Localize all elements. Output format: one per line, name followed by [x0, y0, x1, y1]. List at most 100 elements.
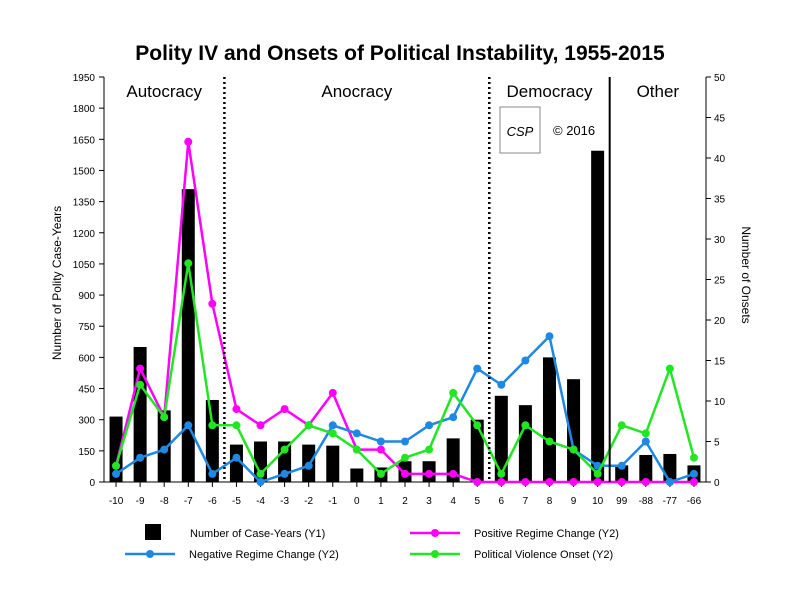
legend-label: Negative Regime Change (Y2) [189, 549, 339, 561]
x-tick-label: -3 [280, 496, 289, 507]
series-point [473, 421, 482, 430]
series-point [569, 478, 578, 486]
x-tick-label: -77 [663, 496, 678, 507]
series-point [617, 478, 626, 486]
series-point [352, 445, 361, 454]
series-point [425, 445, 434, 454]
series-point [641, 429, 650, 438]
x-tick-label: 8 [547, 496, 553, 507]
legend-marker [431, 529, 439, 537]
series-point [665, 364, 674, 373]
x-tick-label: 3 [426, 496, 432, 507]
x-tick-label: 6 [499, 496, 505, 507]
legend-marker [146, 550, 154, 558]
series-point [304, 461, 313, 470]
series-point [521, 356, 530, 365]
series-point [256, 469, 265, 478]
bar [639, 455, 653, 482]
series-point [545, 478, 554, 486]
y2-axis-label: Number of Onsets [739, 226, 753, 323]
chart-title: Polity IV and Onsets of Political Instab… [135, 42, 665, 65]
series-point [449, 413, 458, 422]
copyright-text: © 2016 [553, 123, 595, 138]
y-tick-label: 450 [78, 385, 95, 396]
region-label: Other [637, 82, 680, 101]
region-labels: Autocracy Anocracy Democracy Other [126, 77, 679, 482]
series-point [136, 380, 145, 389]
y-tick-label: 1350 [73, 198, 96, 209]
bar [470, 419, 484, 482]
y2-tick-label: 25 [714, 276, 726, 287]
y2-tick-label: 35 [714, 195, 726, 206]
series-point [401, 453, 409, 462]
y-tick-label: 150 [78, 447, 95, 458]
series-point [401, 437, 409, 446]
series-point [112, 469, 121, 478]
y-tick-label: 1200 [73, 229, 96, 240]
series-point [136, 364, 145, 373]
bar [350, 468, 364, 482]
region-label: Anocracy [321, 82, 392, 101]
bar [181, 189, 195, 482]
y-tick-label: 1950 [73, 73, 96, 84]
y-tick-label: 1800 [73, 104, 96, 115]
x-tick-label: -1 [328, 496, 337, 507]
series-point [376, 445, 385, 454]
y2-tick-label: 20 [714, 316, 726, 327]
series-point [521, 421, 530, 430]
series-point [497, 380, 506, 389]
bar [494, 395, 508, 482]
series-point [184, 137, 193, 146]
x-tick-label: 5 [474, 496, 480, 507]
y2-tick-label: 10 [714, 397, 726, 408]
series-point [256, 478, 265, 486]
axes: 0150300450600750900105012001350150016501… [73, 73, 726, 507]
x-tick-label: -6 [208, 496, 217, 507]
bar [229, 444, 243, 482]
y-axis-label: Number of Polity Case-Years [50, 206, 64, 360]
x-tick-label: -88 [639, 496, 654, 507]
series-point [521, 478, 530, 486]
series-point [617, 461, 626, 470]
bar [446, 438, 460, 482]
x-tick-label: 2 [402, 496, 408, 507]
bar [205, 399, 219, 482]
series-point [449, 469, 458, 478]
y-tick-label: 300 [78, 416, 95, 427]
watermark: CSP © 2016 [499, 106, 595, 154]
series-point [545, 437, 554, 446]
x-tick-label: 4 [450, 496, 456, 507]
series-point [256, 421, 265, 430]
y2-tick-label: 50 [714, 73, 726, 84]
series-point [689, 469, 698, 478]
series-point [449, 388, 458, 397]
y-tick-label: 1650 [73, 135, 96, 146]
x-tick-label: 9 [571, 496, 577, 507]
legend-swatch [145, 524, 161, 540]
y2-tick-label: 0 [714, 478, 720, 489]
x-tick-label: -5 [232, 496, 241, 507]
region-label: Democracy [506, 82, 592, 101]
series-point [352, 429, 361, 438]
series-point [545, 332, 554, 341]
x-tick-label: -4 [256, 496, 265, 507]
series-point [665, 478, 674, 486]
x-tick-label: -9 [136, 496, 145, 507]
series-point [425, 469, 434, 478]
y-tick-label: 900 [78, 291, 95, 302]
legend-marker [431, 550, 439, 558]
series-point [208, 299, 217, 308]
y-tick-label: 600 [78, 353, 95, 364]
csp-logo-text: CSP [507, 124, 534, 139]
series-point [689, 478, 698, 486]
x-tick-label: 99 [616, 496, 628, 507]
series-point [617, 421, 626, 430]
series-point [208, 469, 217, 478]
legend-label: Positive Regime Change (Y2) [474, 528, 619, 540]
series-point [232, 453, 241, 462]
bar [542, 357, 556, 482]
legend: Number of Case-Years (Y1) Negative Regime… [125, 524, 619, 561]
x-tick-label: -10 [109, 496, 124, 507]
x-tick-label: 7 [523, 496, 529, 507]
